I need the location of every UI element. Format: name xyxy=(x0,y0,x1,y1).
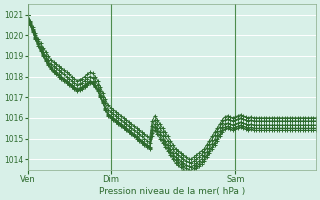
X-axis label: Pression niveau de la mer( hPa ): Pression niveau de la mer( hPa ) xyxy=(99,187,245,196)
